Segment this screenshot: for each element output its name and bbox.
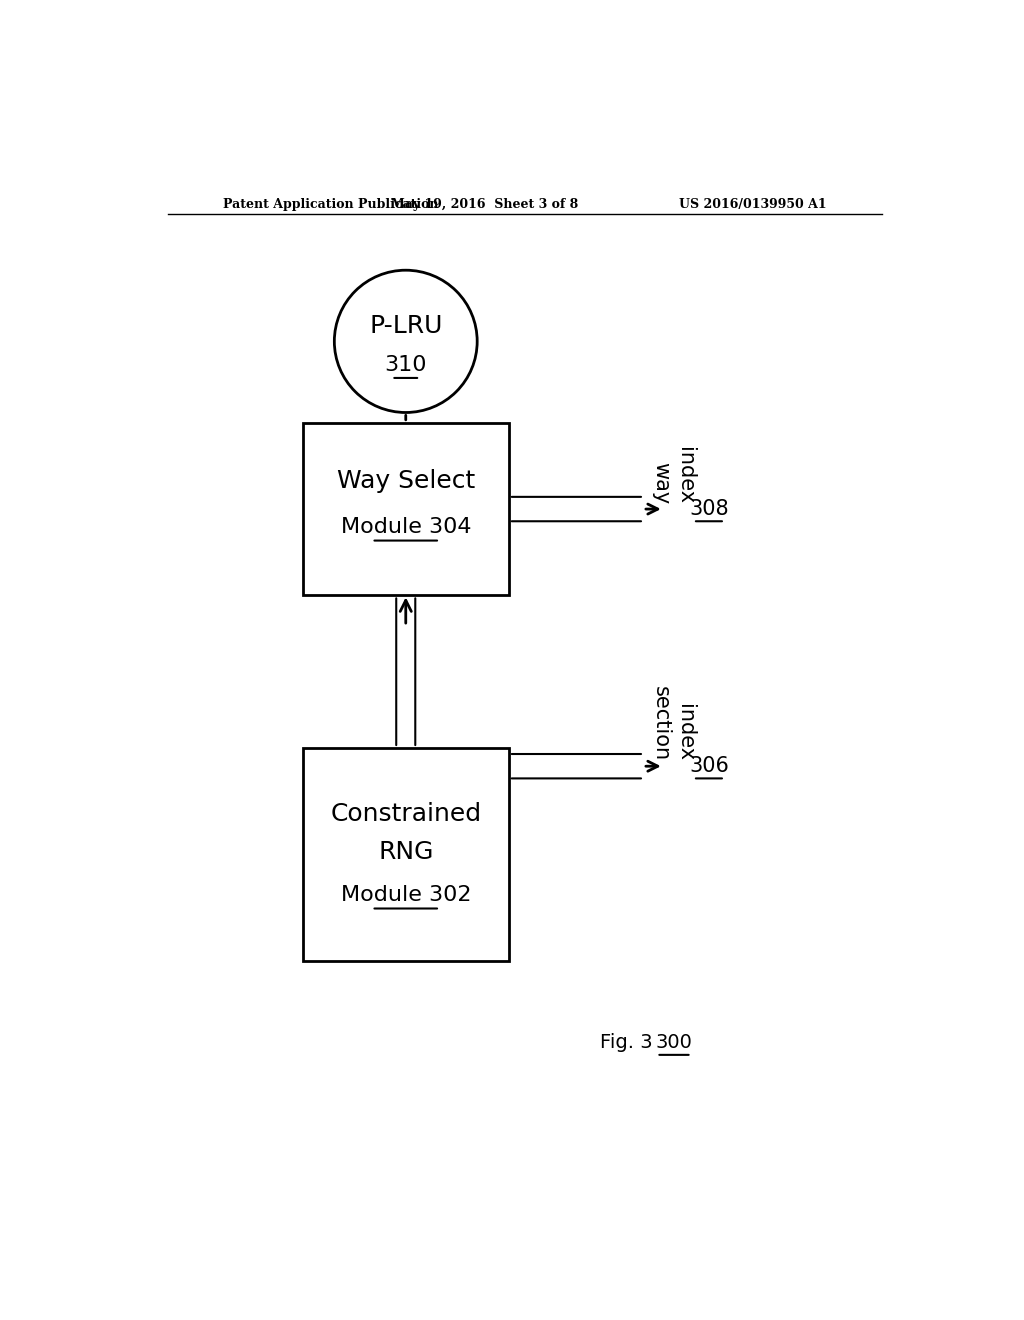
Bar bbox=[303, 748, 509, 961]
Text: Module 302: Module 302 bbox=[341, 886, 471, 906]
Text: index: index bbox=[675, 704, 695, 762]
Text: RNG: RNG bbox=[378, 840, 433, 863]
Text: 310: 310 bbox=[384, 355, 427, 375]
Bar bbox=[303, 422, 509, 595]
Text: Fig. 3: Fig. 3 bbox=[600, 1034, 653, 1052]
Text: 300: 300 bbox=[655, 1034, 692, 1052]
Text: US 2016/0139950 A1: US 2016/0139950 A1 bbox=[679, 198, 826, 211]
Text: P-LRU: P-LRU bbox=[369, 314, 442, 338]
Text: Constrained: Constrained bbox=[330, 803, 481, 826]
Text: index: index bbox=[675, 447, 695, 504]
Text: Patent Application Publication: Patent Application Publication bbox=[223, 198, 438, 211]
Text: May 19, 2016  Sheet 3 of 8: May 19, 2016 Sheet 3 of 8 bbox=[391, 198, 579, 211]
Text: 308: 308 bbox=[689, 499, 729, 519]
Text: 306: 306 bbox=[689, 756, 729, 776]
Text: section: section bbox=[651, 686, 672, 762]
Text: Way Select: Way Select bbox=[337, 469, 475, 492]
Text: way: way bbox=[651, 462, 672, 504]
Text: Module 304: Module 304 bbox=[341, 517, 471, 537]
